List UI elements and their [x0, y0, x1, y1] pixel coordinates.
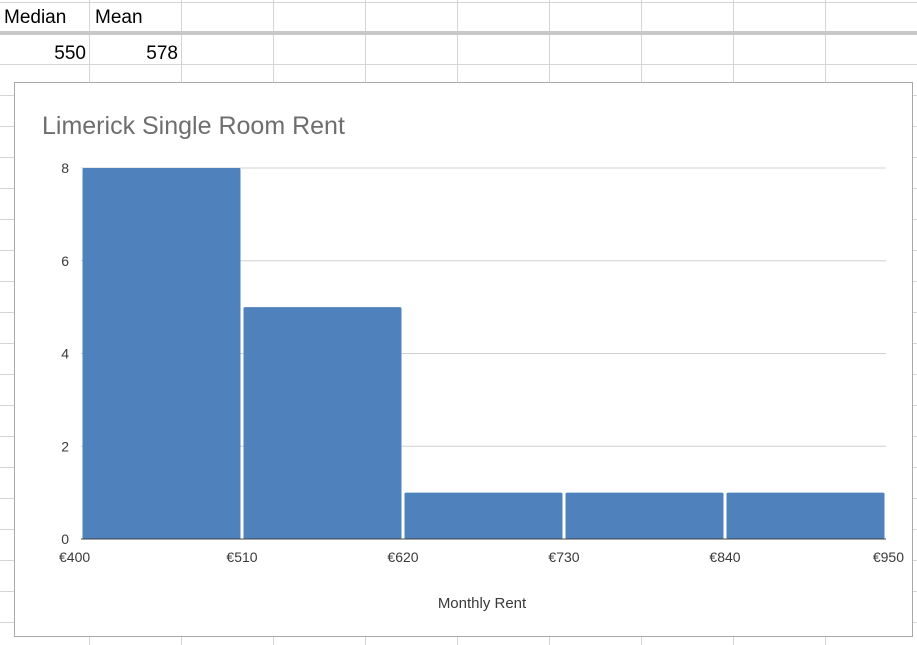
x-tick-label: €730 [548, 549, 579, 565]
y-tick-label: 4 [61, 346, 69, 362]
x-axis-title: Monthly Rent [438, 595, 527, 612]
x-tick-label: €510 [226, 549, 257, 565]
y-tick-label: 6 [61, 253, 69, 269]
freeze-pane-divider [0, 31, 917, 35]
x-tick-label: €400 [59, 549, 90, 565]
histogram-bar[interactable] [404, 492, 563, 539]
histogram-bar[interactable] [565, 492, 724, 539]
chart-title: Limerick Single Room Rent [42, 112, 345, 140]
x-tick-label: €620 [387, 549, 418, 565]
value-cell-median[interactable]: 550 [54, 43, 86, 64]
histogram-bar[interactable] [82, 168, 241, 539]
histogram-bar[interactable] [243, 307, 402, 539]
header-cell-median[interactable]: Median [4, 7, 67, 28]
chart-canvas: Limerick Single Room Rent 0 2 4 6 8 €400 €510… [42, 112, 904, 612]
y-axis-tick-labels: 0 2 4 6 8 [61, 160, 69, 547]
x-tick-label: €840 [709, 549, 740, 565]
histogram-bar[interactable] [726, 492, 885, 539]
y-tick-label: 2 [61, 438, 69, 454]
y-tick-label: 8 [61, 160, 69, 176]
value-cell-mean[interactable]: 578 [146, 43, 178, 64]
histogram-chart[interactable]: Limerick Single Room Rent 0 2 4 6 8 €400 €510… [14, 82, 913, 637]
x-axis-tick-labels: €400 €510 €620 €730 €840 €950 [59, 549, 904, 565]
x-tick-label: €950 [873, 549, 904, 565]
bar-series [82, 168, 885, 539]
y-tick-label: 0 [61, 531, 69, 547]
header-cell-mean[interactable]: Mean [95, 7, 143, 28]
